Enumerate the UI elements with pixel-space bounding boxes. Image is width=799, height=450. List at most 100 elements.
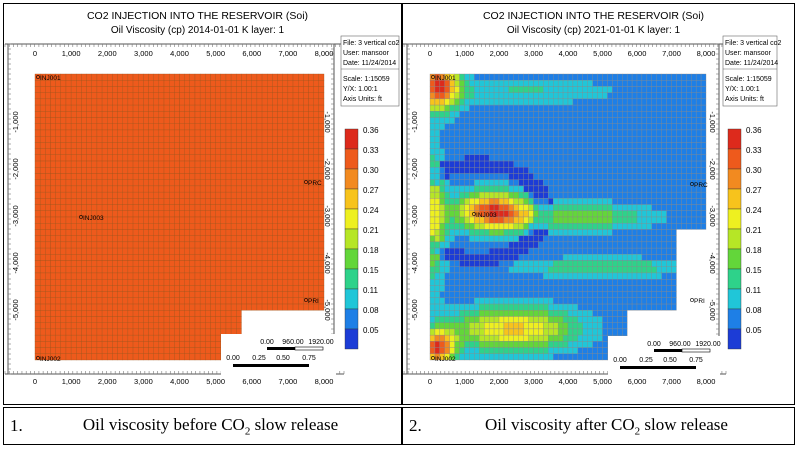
p1-grid-cell [251,98,258,106]
p1-grid-cell [96,241,103,249]
p2-grid-cell [439,98,445,106]
p1-x-tick-top: 4,000 [170,49,189,58]
p1-grid-cell [112,167,118,174]
p2-grid-cell [538,216,544,224]
p1-grid-cell [225,148,232,156]
p2-grid-cell [449,223,455,230]
p1-grid-cell [158,104,165,112]
p2-grid-cell [429,204,436,211]
p1-grid-cell [107,142,113,149]
p1-grid-cell [267,216,273,224]
p1-grid-cell [143,98,149,106]
p1-grid-cell [199,334,206,342]
p2-grid-cell [661,185,667,193]
p2-grid-cell [469,254,475,261]
p1-grid-cell [148,167,154,174]
p1-grid-cell [210,111,216,118]
p1-grid-cell [158,247,165,255]
p2-grid-cell [538,254,544,261]
p1-scalebar-ft-label: 960.00 [282,339,304,346]
p1-grid-cell [199,86,206,93]
p2-grid-cell [479,223,485,230]
p2-grid-cell [626,98,633,106]
p1-grid-cell [107,235,113,243]
p1-grid-cell [34,285,41,292]
p1-grid-cell [127,241,134,249]
p1-grid-cell [313,80,320,87]
p2-grid-cell [631,185,638,193]
p2-grid-cell [498,210,505,218]
p1-grid-cell [158,278,165,286]
p1-grid-cell [143,353,149,361]
p1-grid-cell [132,185,139,193]
p1-grid-cell [153,272,160,280]
p1-grid-cell [236,254,242,261]
p1-grid-cell [50,117,56,124]
p1-grid-cell [112,160,118,168]
p1-grid-cell [220,278,227,286]
p1-grid-cell [81,167,87,174]
p1-grid-cell [189,80,196,87]
p2-grid-cell [523,198,529,205]
p1-grid-cell [45,285,51,292]
p2-grid-cell [503,135,510,143]
p1-grid-cell [241,160,247,168]
p2-grid-cell [429,129,436,137]
p1-grid-cell [174,247,180,255]
p1-grid-cell [194,86,201,93]
p1-grid-cell [117,229,123,236]
p2-grid-cell [543,204,549,211]
p2-grid-cell [592,204,598,211]
p1-grid-cell [65,229,72,236]
p2-grid-cell [617,123,623,131]
p1-grid-cell [272,266,278,274]
p1-grid-cell [230,303,237,311]
p1-grid-cell [199,117,206,124]
p2-grid-cell [666,86,672,93]
p1-grid-cell [236,247,242,255]
p1-grid-cell [184,341,190,348]
p2-grid-cell [661,223,667,230]
p2-grid-cell [513,210,519,218]
p1-grid-cell [127,353,134,361]
p2-grid-cell [459,129,465,137]
p2-grid-cell [429,210,436,218]
p1-grid-cell [308,272,314,280]
p2-grid-cell [439,229,445,236]
p1-grid-cell [236,266,242,274]
p1-grid-cell [81,80,87,87]
p1-grid-cell [230,129,237,137]
p1-grid-cell [112,316,118,323]
p2-grid-cell [577,98,583,106]
p2-grid-cell [533,260,539,267]
p1-grid-cell [215,92,221,100]
p1-grid-cell [272,247,278,255]
p2-grid-cell [498,260,505,267]
p1-grid-cell [261,148,268,156]
p2-grid-cell [656,229,662,236]
p1-grid-cell [225,247,232,255]
p2-grid-cell [429,235,436,243]
p1-grid-cell [96,229,103,236]
p2-grid-cell [587,167,593,174]
p2-grid-cell [498,148,505,156]
p2-grid-cell [577,86,583,93]
p2-grid-cell [454,285,460,292]
p1-grid-cell [132,254,139,261]
p2-grid-cell [636,92,643,100]
p1-grid-cell [148,117,154,124]
p1-grid-cell [236,80,242,87]
p1-grid-cell [117,167,123,174]
p1-grid-cell [45,98,51,106]
p1-grid-cell [39,291,46,299]
p2-grid-cell [671,111,677,118]
p2-grid-cell [656,154,662,162]
p2-grid-cell [562,80,569,87]
p2-grid-cell [528,73,534,81]
p2-grid-cell [479,129,485,137]
p2-grid-cell [646,104,652,112]
p1-grid-cell [199,328,206,336]
p1-grid-cell [220,235,227,243]
p2-grid-cell [479,111,485,118]
p2-grid-cell [567,260,574,267]
